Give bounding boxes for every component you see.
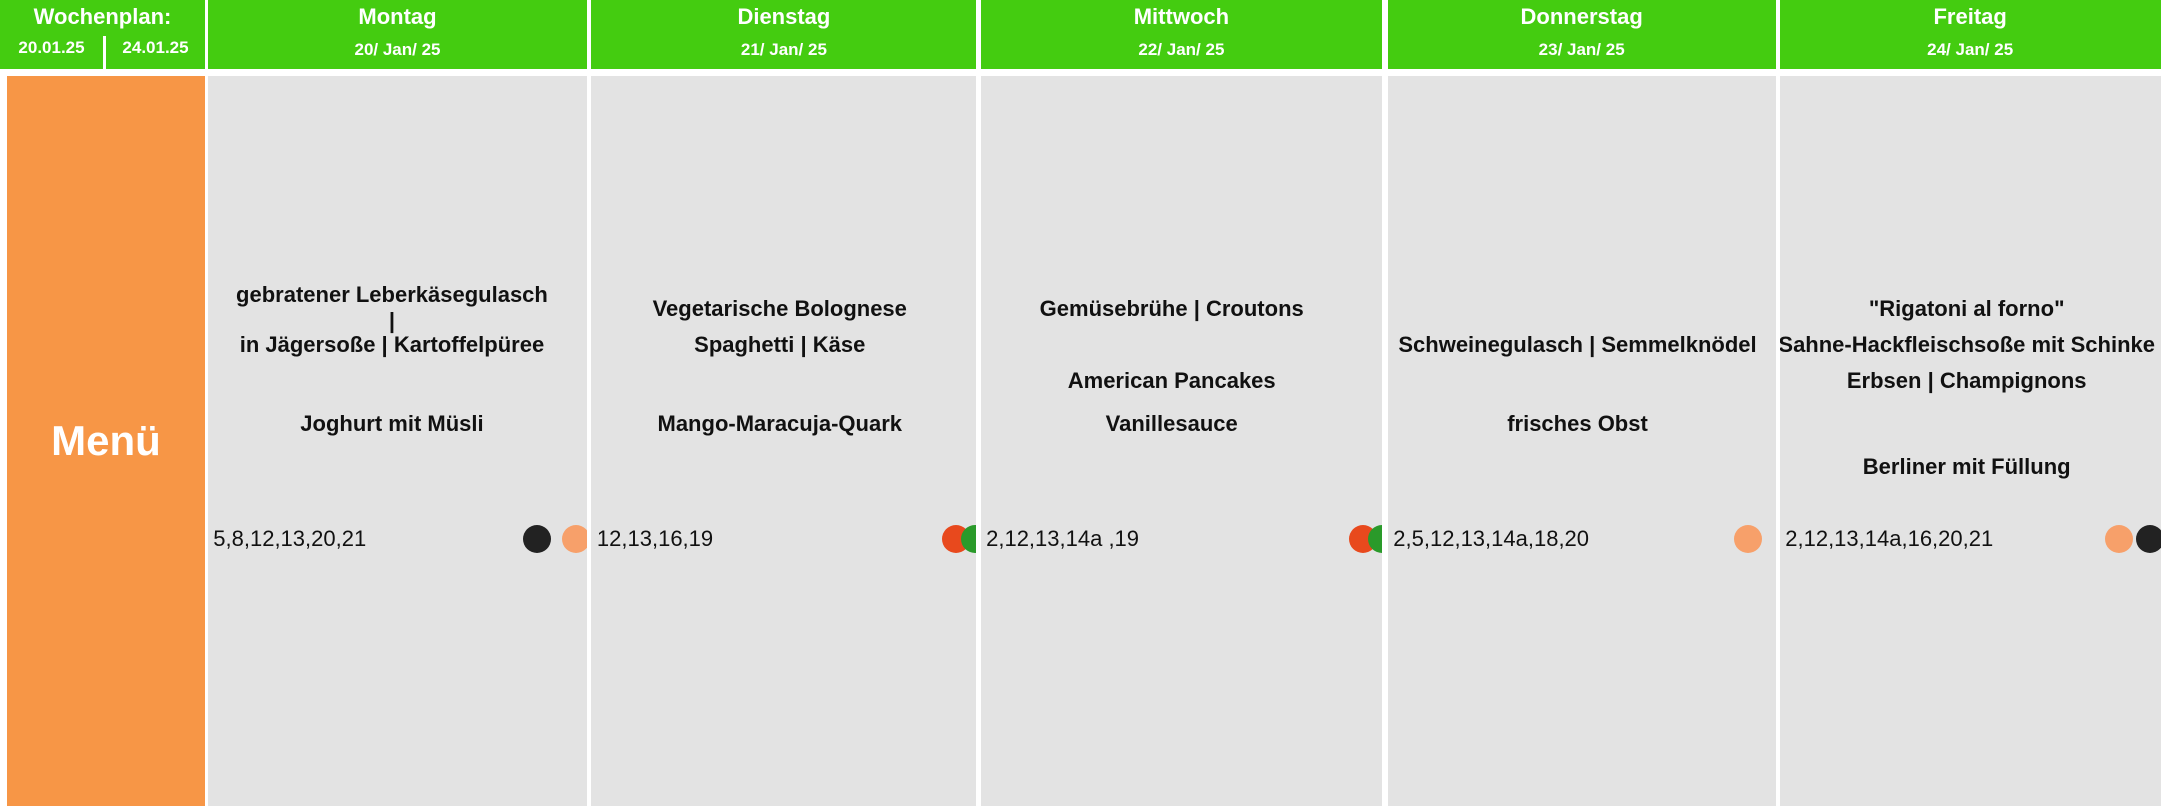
- day-column: Gemüsebrühe | Croutons American Pancakes V…: [981, 76, 1383, 806]
- allergen-icon: [1734, 525, 1762, 553]
- dish-line: "Rigatoni al forno": [1869, 296, 2065, 322]
- dish-line: Vegetarische Bolognese: [653, 296, 907, 322]
- allergens: 2,12,13,14a,16,20,21: [1785, 526, 1993, 552]
- dish-line: Spaghetti | Käse: [694, 332, 865, 358]
- day-name: Montag: [208, 4, 587, 30]
- day-column: "Rigatoni al forno" Sahne-Hackfleischsoße…: [1780, 76, 2161, 806]
- week-start: 20.01.25: [0, 38, 103, 58]
- day-name: Donnerstag: [1388, 4, 1776, 30]
- dish-line: |: [389, 308, 395, 334]
- dish-line: frisches Obst: [1507, 411, 1648, 437]
- dish-line: Mango-Maracuja-Quark: [658, 411, 903, 437]
- dish-line: gebratener Leberkäsegulasch: [236, 282, 548, 308]
- week-title: Wochenplan:: [0, 4, 205, 30]
- day-column: Vegetarische Bolognese Spaghetti | Käse Ma…: [591, 76, 976, 806]
- dish-line: Gemüsebrühe | Croutons: [1040, 296, 1304, 322]
- day-date: 20/ Jan/ 25: [208, 40, 587, 60]
- day-name: Freitag: [1780, 4, 2161, 30]
- dish-line: Schweinegulasch | Semmelknödel: [1398, 332, 1756, 358]
- allergen-icon: [2105, 525, 2133, 553]
- allergen-icon: [523, 525, 551, 553]
- day-name: Dienstag: [591, 4, 976, 30]
- menu-label: Menü: [7, 76, 205, 806]
- dish-line: in Jägersoße | Kartoffelpüree: [240, 332, 544, 358]
- day-date: 23/ Jan/ 25: [1388, 40, 1776, 60]
- dish-line: Sahne-Hackfleischsoße mit Schinke: [1780, 332, 2155, 358]
- day-column: gebratener Leberkäsegulasch|in Jägersoße…: [208, 76, 587, 806]
- week-end: 24.01.25: [106, 38, 205, 58]
- dish-line: American Pancakes: [1068, 368, 1276, 394]
- dish-line: Erbsen | Champignons: [1847, 368, 2087, 394]
- day-date: 24/ Jan/ 25: [1780, 40, 2161, 60]
- day-name: Mittwoch: [981, 4, 1383, 30]
- allergens: 12,13,16,19: [597, 526, 713, 552]
- allergen-icon: [2136, 525, 2161, 553]
- dish-line: Joghurt mit Müsli: [300, 411, 483, 437]
- allergens: 2,12,13,14a ,19: [986, 526, 1139, 552]
- allergens: 2,5,12,13,14a,18,20: [1393, 526, 1589, 552]
- dish-line: Vanillesauce: [1106, 411, 1238, 437]
- week-header: Wochenplan: 20.01.25 24.01.25: [0, 0, 205, 69]
- day-date: 22/ Jan/ 25: [981, 40, 1383, 60]
- day-date: 21/ Jan/ 25: [591, 40, 976, 60]
- dish-line: Berliner mit Füllung: [1863, 454, 2071, 480]
- page: Wochenplan: 20.01.25 24.01.25 Menü Monta…: [0, 0, 2161, 806]
- allergen-icon: [562, 525, 587, 553]
- allergens: 5,8,12,13,20,21: [213, 526, 366, 552]
- day-column: Schweinegulasch | Semmelknödel frisches O…: [1388, 76, 1776, 806]
